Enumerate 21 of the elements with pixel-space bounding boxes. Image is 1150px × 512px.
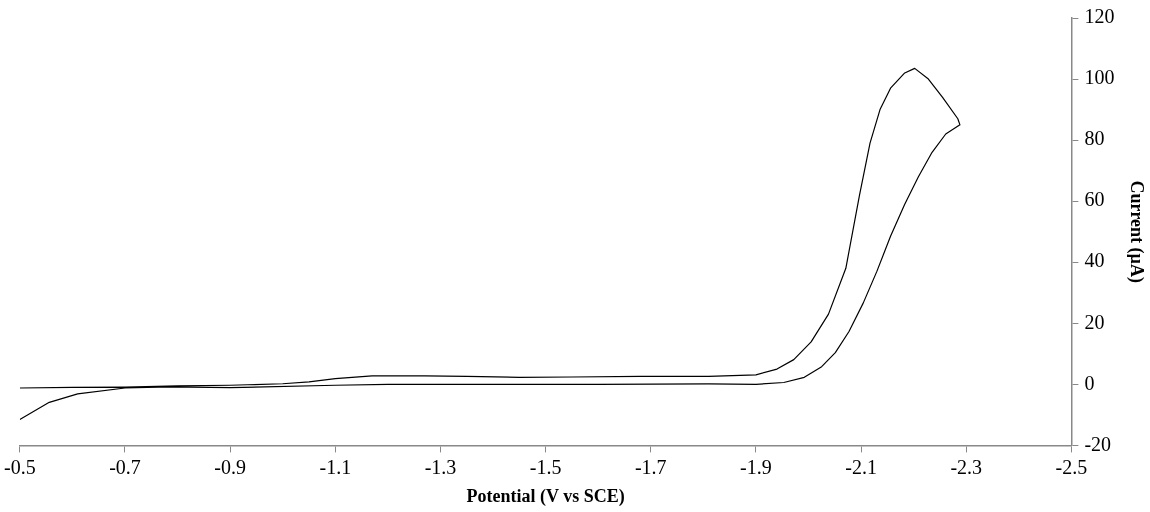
y-tick-label: 60: [1084, 188, 1105, 211]
x-axis-title: Potential (V vs SCE): [466, 485, 625, 507]
y-tick-label: 80: [1084, 127, 1105, 150]
y-tick-label: 120: [1084, 5, 1115, 28]
x-tick-label: -2.1: [845, 455, 877, 478]
x-tick-label: -1.5: [529, 455, 562, 478]
y-tick-label: 100: [1084, 66, 1115, 89]
x-tick-label: -0.9: [214, 455, 246, 478]
x-tick-label: -2.5: [1055, 455, 1088, 478]
y-tick-label: 40: [1084, 249, 1105, 272]
y-axis-title: Current (µA): [1125, 180, 1147, 283]
x-tick-label: -0.5: [3, 455, 36, 478]
x-tick-label: -2.3: [950, 455, 983, 478]
x-tick-label: -1.9: [740, 455, 772, 478]
x-tick-label: -1.3: [424, 455, 457, 478]
y-tick-label: 0: [1084, 371, 1095, 394]
x-tick-label: -1.1: [319, 455, 352, 478]
y-tick-label: 20: [1084, 310, 1105, 333]
y-tick-label: -20: [1084, 432, 1112, 455]
x-tick-label: -1.7: [634, 455, 667, 478]
x-tick-label: -0.7: [109, 455, 141, 478]
